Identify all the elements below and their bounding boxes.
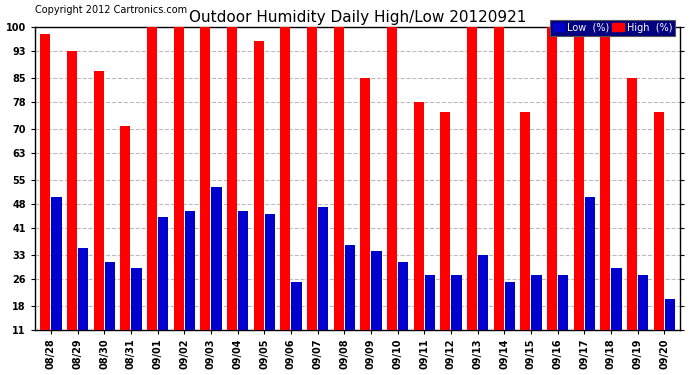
- Bar: [664, 299, 675, 330]
- Bar: [413, 102, 424, 330]
- Bar: [627, 78, 637, 330]
- Text: Copyright 2012 Cartronics.com: Copyright 2012 Cartronics.com: [34, 5, 187, 15]
- Bar: [360, 78, 371, 330]
- Bar: [425, 275, 435, 330]
- Bar: [185, 211, 195, 330]
- Bar: [440, 112, 451, 330]
- Legend: Low  (%), High  (%): Low (%), High (%): [550, 20, 676, 36]
- Bar: [211, 187, 221, 330]
- Bar: [51, 197, 61, 330]
- Bar: [653, 112, 664, 330]
- Bar: [493, 27, 504, 330]
- Bar: [147, 27, 157, 330]
- Bar: [478, 255, 489, 330]
- Bar: [558, 275, 569, 330]
- Bar: [611, 268, 622, 330]
- Bar: [265, 214, 275, 330]
- Bar: [131, 268, 141, 330]
- Bar: [573, 27, 584, 330]
- Bar: [547, 27, 557, 330]
- Bar: [78, 248, 88, 330]
- Bar: [105, 262, 115, 330]
- Bar: [638, 275, 649, 330]
- Bar: [120, 126, 130, 330]
- Title: Outdoor Humidity Daily High/Low 20120921: Outdoor Humidity Daily High/Low 20120921: [189, 9, 526, 24]
- Bar: [585, 197, 595, 330]
- Bar: [451, 275, 462, 330]
- Bar: [398, 262, 408, 330]
- Bar: [520, 112, 531, 330]
- Bar: [345, 244, 355, 330]
- Bar: [505, 282, 515, 330]
- Bar: [307, 27, 317, 330]
- Bar: [158, 217, 168, 330]
- Bar: [40, 34, 50, 330]
- Bar: [531, 275, 542, 330]
- Bar: [173, 27, 184, 330]
- Bar: [333, 27, 344, 330]
- Bar: [227, 27, 237, 330]
- Bar: [238, 211, 248, 330]
- Bar: [600, 27, 611, 330]
- Bar: [280, 27, 290, 330]
- Bar: [467, 27, 477, 330]
- Bar: [291, 282, 302, 330]
- Bar: [253, 41, 264, 330]
- Bar: [200, 27, 210, 330]
- Bar: [318, 207, 328, 330]
- Bar: [387, 27, 397, 330]
- Bar: [67, 51, 77, 330]
- Bar: [371, 252, 382, 330]
- Bar: [94, 71, 104, 330]
